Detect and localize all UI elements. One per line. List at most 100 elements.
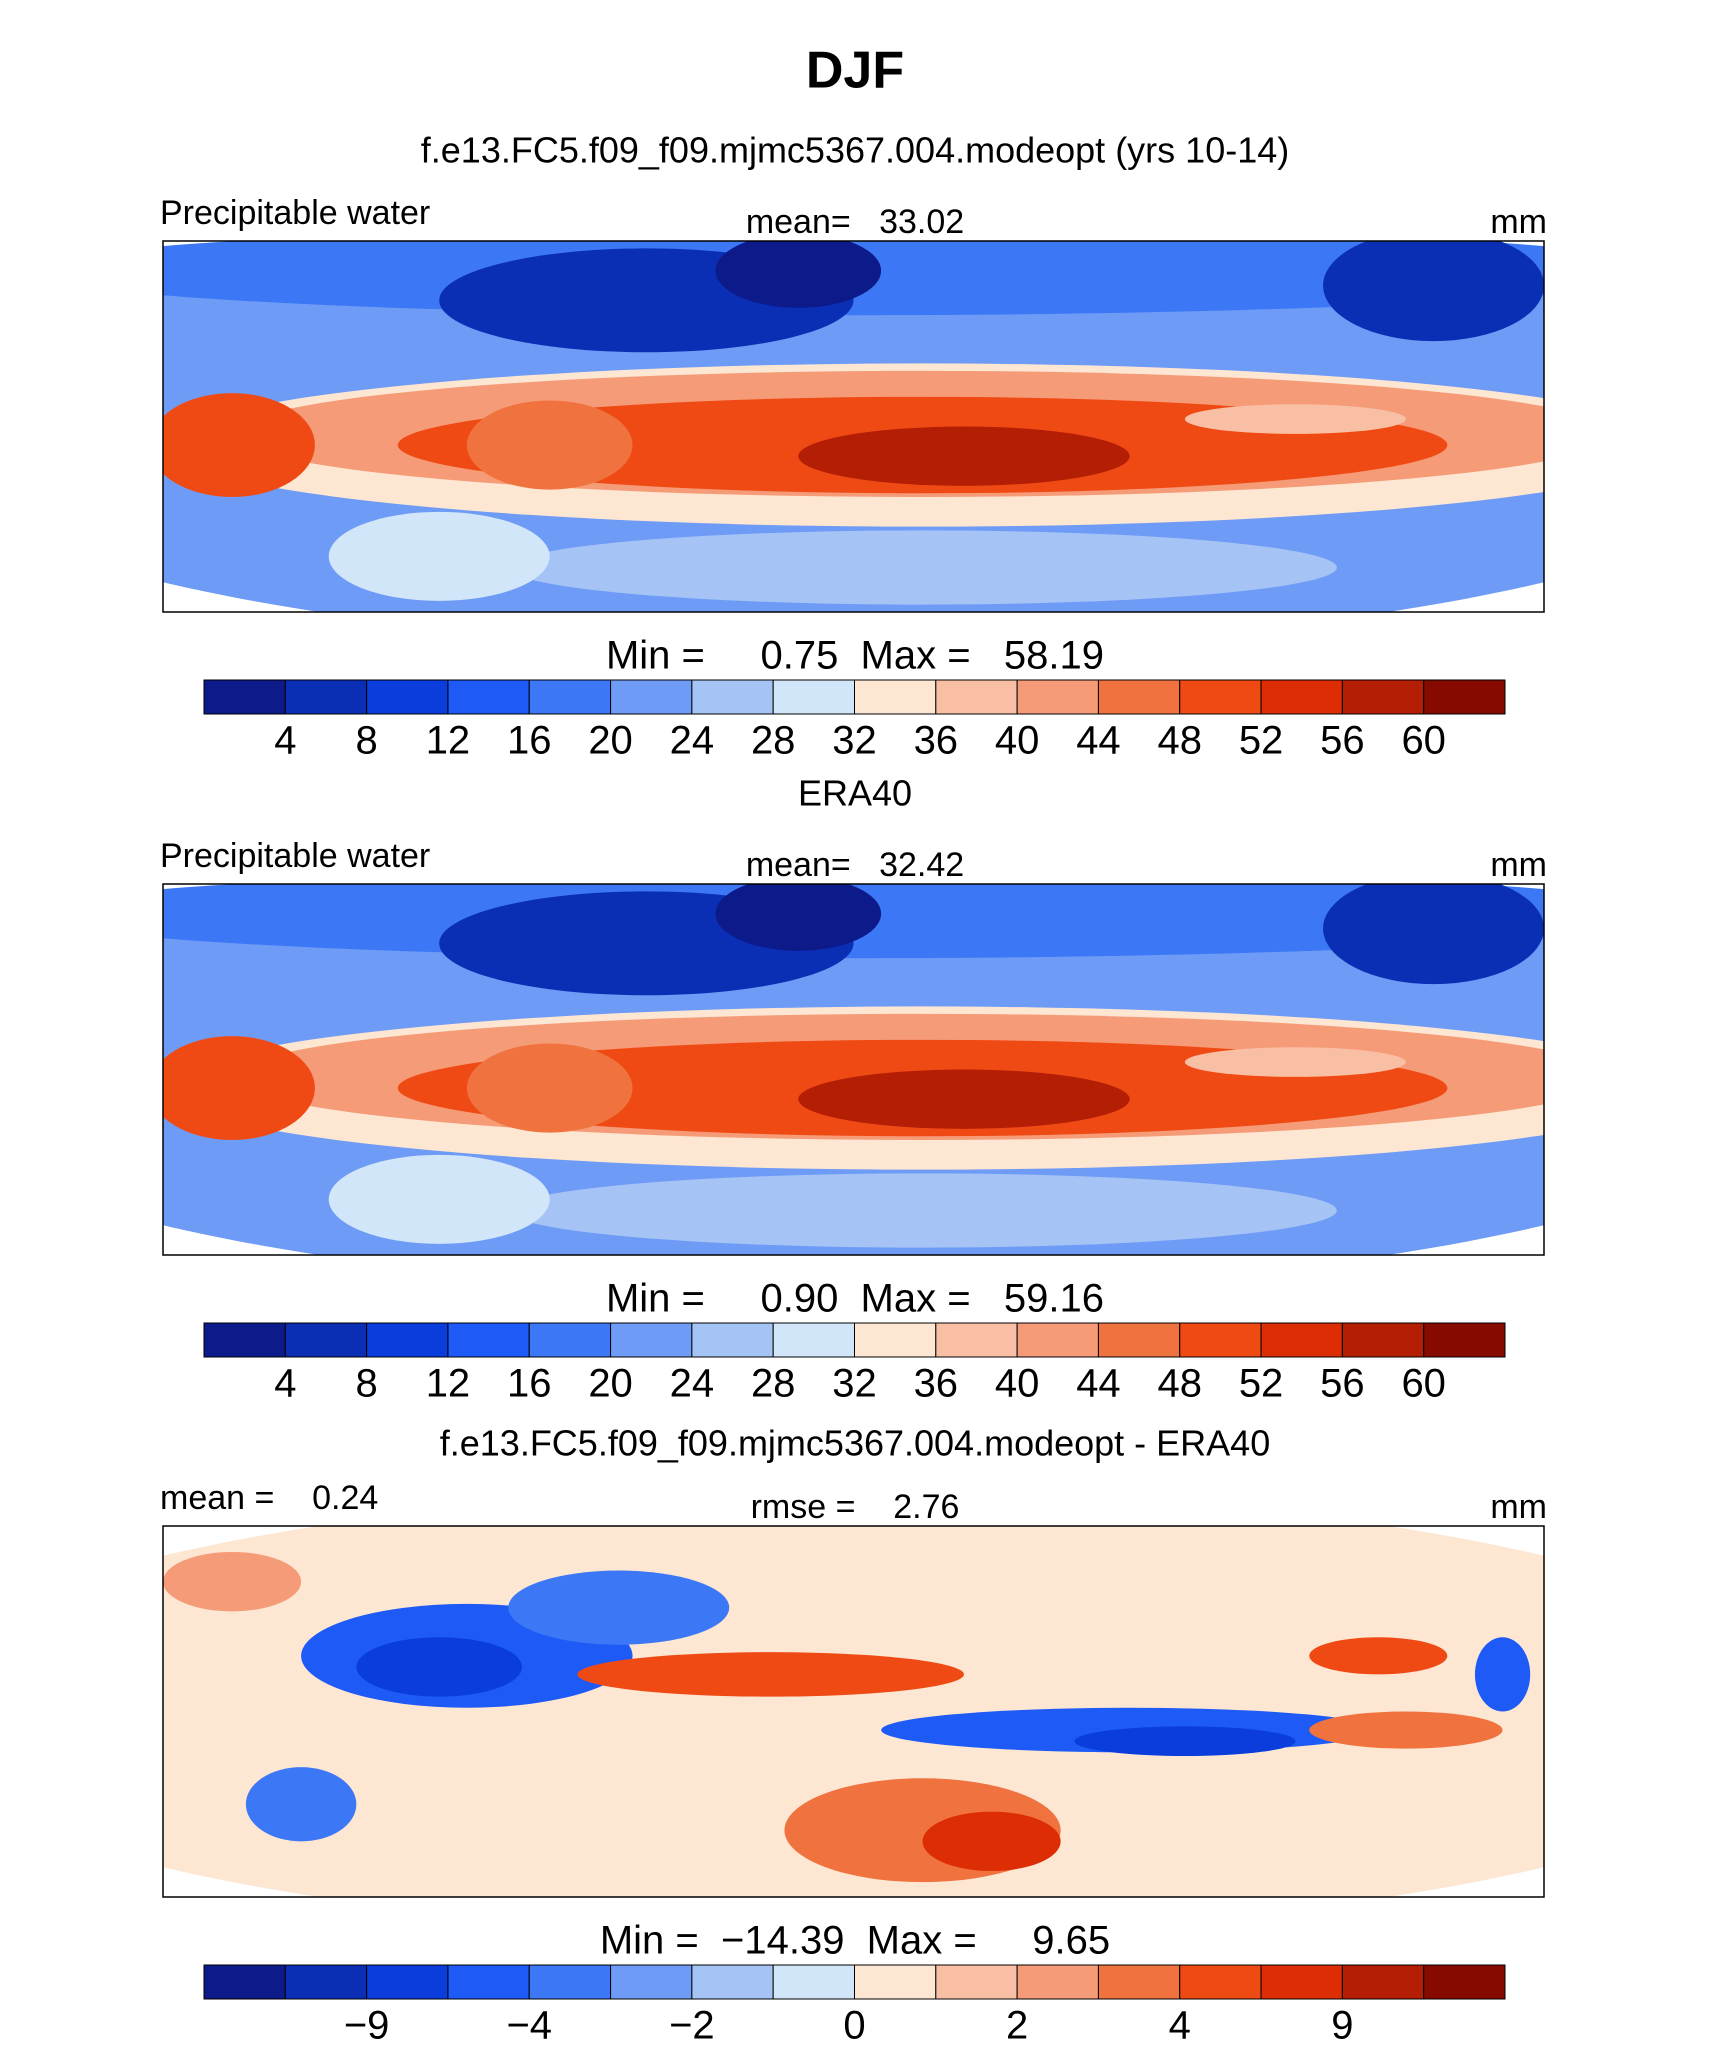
stats-label: Min = −14.39 Max = 9.65 [600, 1919, 1110, 1963]
colorbar-label: 20 [588, 719, 633, 763]
contour-region [356, 1637, 523, 1697]
contour-region [508, 530, 1337, 605]
colorbar-box [1260, 1964, 1343, 2000]
colorbar-box [1016, 679, 1099, 715]
colorbar-label: 60 [1401, 719, 1446, 763]
contour-region [163, 1551, 302, 1612]
colorbar-box [447, 1322, 530, 1358]
colorbar-label: 4 [1169, 2004, 1191, 2048]
colorbar-label: 60 [1401, 1362, 1446, 1406]
map-center-label: mean= 32.42 [746, 846, 964, 884]
colorbar-box [691, 679, 774, 715]
colorbar-box [610, 679, 693, 715]
colorbar-box [203, 679, 286, 715]
contour-region [508, 1570, 730, 1645]
colorbar-label: 48 [1158, 719, 1203, 763]
map-units-label: mm [1490, 846, 1547, 884]
contour-region [328, 511, 550, 601]
map-center-label: rmse = 2.76 [751, 1488, 960, 1526]
colorbar-box [1341, 679, 1425, 715]
contour-region [245, 1767, 357, 1842]
stats-label: Min = 0.75 Max = 58.19 [606, 634, 1104, 678]
colorbar-label: 32 [832, 1362, 877, 1406]
colorbar-box [935, 679, 1018, 715]
colorbar-box [772, 679, 855, 715]
contour-region [715, 884, 882, 951]
colorbar-label: 16 [507, 719, 552, 763]
colorbar-box [1097, 679, 1181, 715]
colorbar-label: 56 [1320, 719, 1365, 763]
colorbar-label: 9 [1331, 2004, 1353, 2048]
map-units-label: mm [1490, 1488, 1547, 1526]
figure-title: DJF [806, 42, 904, 100]
colorbar-box [1179, 1322, 1262, 1358]
colorbar-label: 32 [832, 719, 877, 763]
panel-subtitle: f.e13.FC5.f09_f09.mjmc5367.004.modeopt (… [421, 130, 1289, 171]
colorbar-label: 48 [1158, 1362, 1203, 1406]
contour-region [1184, 404, 1406, 434]
colorbar-box [366, 1322, 449, 1358]
colorbar-label: 52 [1239, 1362, 1284, 1406]
colorbar-box [691, 1964, 774, 2000]
colorbar-label: −9 [344, 2004, 390, 2048]
colorbar-box [610, 1964, 693, 2000]
colorbar-box [1260, 679, 1343, 715]
colorbar-box [1097, 1964, 1181, 2000]
contour-region [1323, 241, 1544, 342]
colorbar-label: 2 [1006, 2004, 1028, 2048]
colorbar-box [610, 1322, 693, 1358]
map-field [163, 241, 1544, 612]
contour-region [922, 1811, 1061, 1872]
colorbar-label: 44 [1076, 719, 1121, 763]
contour-region [1184, 1047, 1406, 1077]
colorbar-box [1341, 1322, 1425, 1358]
contour-region [798, 426, 1130, 486]
colorbar-box [284, 1964, 368, 2000]
colorbar-box [447, 1964, 530, 2000]
colorbar-box [1016, 1964, 1099, 2000]
colorbar-label: 36 [914, 719, 959, 763]
contour-region [1309, 1637, 1448, 1675]
colorbar-box [854, 1322, 937, 1358]
colorbar-box [1097, 1322, 1181, 1358]
colorbar-label: −2 [669, 2004, 715, 2048]
map-left-label: Precipitable water [160, 194, 430, 232]
colorbar-box [447, 679, 530, 715]
colorbar-label: 24 [670, 1362, 715, 1406]
map-frame [162, 883, 1545, 1256]
contour-region [1309, 1711, 1503, 1749]
colorbar-label: 16 [507, 1362, 552, 1406]
colorbar-box [935, 1964, 1018, 2000]
map-left-label: Precipitable water [160, 837, 430, 875]
colorbar-label: 0 [843, 2004, 865, 2048]
colorbar-box [203, 1322, 286, 1358]
contour-region [163, 393, 315, 497]
map-field [163, 1526, 1544, 1897]
colorbar-box [1016, 1322, 1099, 1358]
map-units-label: mm [1490, 203, 1547, 241]
map-frame [162, 240, 1545, 613]
panel-subtitle: f.e13.FC5.f09_f09.mjmc5367.004.modeopt -… [440, 1423, 1270, 1464]
contour-region [798, 1069, 1130, 1129]
map-left-label: mean = 0.24 [160, 1479, 378, 1517]
colorbar-label: −4 [506, 2004, 552, 2048]
colorbar-box [1423, 1964, 1506, 2000]
map-frame [162, 1525, 1545, 1898]
colorbar-box [366, 1964, 449, 2000]
colorbar-box [528, 1964, 612, 2000]
colorbar-box [1423, 679, 1506, 715]
colorbar-box [284, 679, 368, 715]
colorbar-label: 56 [1320, 1362, 1365, 1406]
colorbar-box [528, 679, 612, 715]
contour-region [508, 1173, 1337, 1248]
colorbar-label: 8 [356, 719, 378, 763]
colorbar-box [772, 1322, 855, 1358]
colorbar-box [1260, 1322, 1343, 1358]
colorbar-box [935, 1322, 1018, 1358]
colorbar-box [1423, 1322, 1506, 1358]
colorbar-label: 28 [751, 719, 796, 763]
contour-region [466, 1043, 633, 1133]
colorbar-box [284, 1322, 368, 1358]
colorbar-box [854, 679, 937, 715]
